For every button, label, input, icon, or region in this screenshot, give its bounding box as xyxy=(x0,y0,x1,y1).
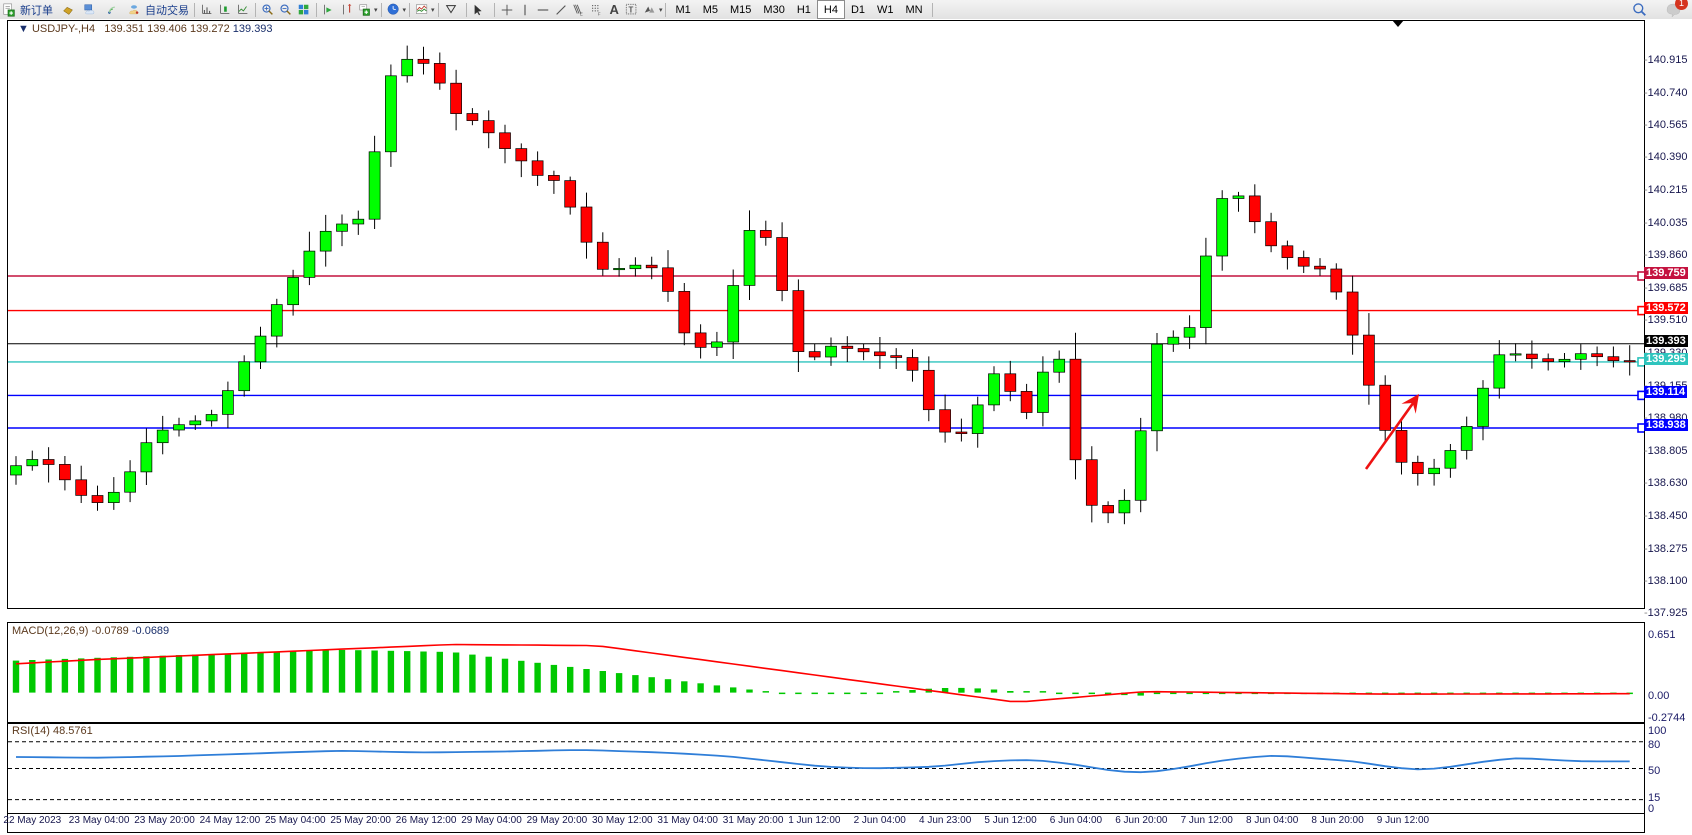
svg-text:E: E xyxy=(579,11,582,16)
svg-text:T: T xyxy=(628,5,633,14)
svg-text:F: F xyxy=(597,11,600,16)
